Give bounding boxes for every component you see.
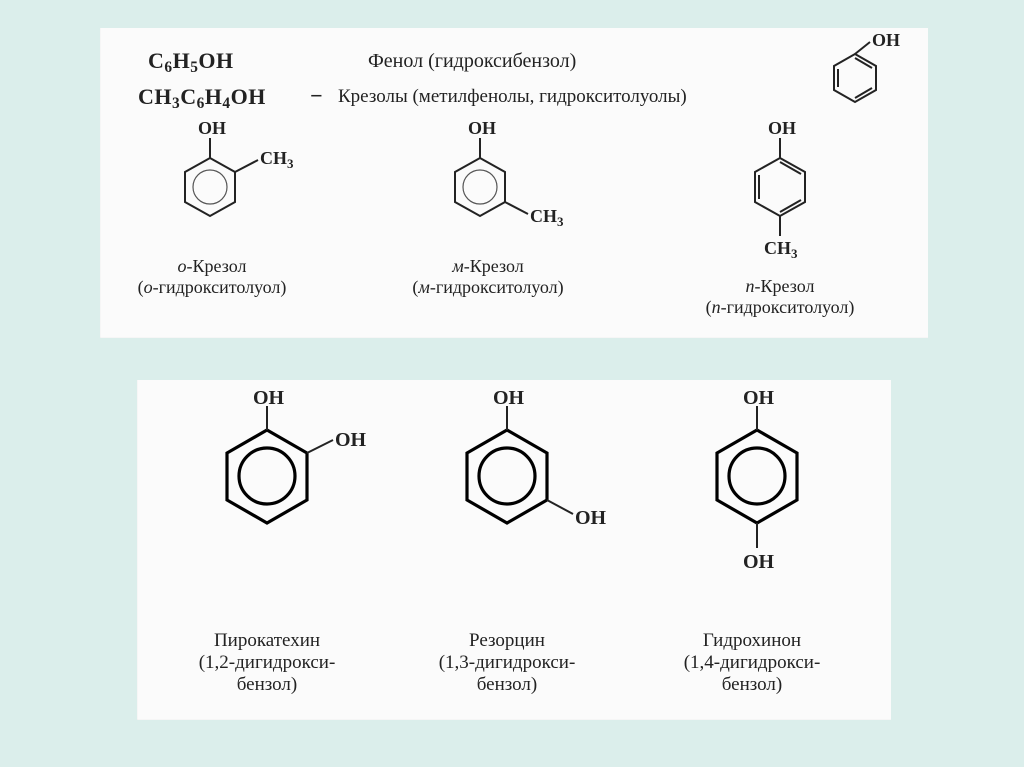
structure-resorcinol: OH OH [407, 390, 637, 600]
structure-m-cresol: OH CH3 [400, 120, 600, 260]
structure-p-cresol: OH CH3 [700, 120, 860, 280]
panel-dihydroxybenzenes: OH OH Пирокатехин (1,2-дигидрокси- бензо… [137, 380, 891, 720]
caption-resorcinol: Резорцин (1,3-дигидрокси- бензол) [397, 630, 617, 696]
formula-phenol: C6H5OH [148, 48, 234, 77]
svg-text:OH: OH [198, 120, 226, 138]
label-phenol: Фенол (гидроксибензол) [368, 50, 576, 73]
svg-text:OH: OH [872, 32, 900, 50]
caption-p-cresol: п-Крезол (п-гидрокситолуол) [670, 276, 890, 317]
svg-text:OH: OH [253, 390, 285, 409]
svg-text:OH: OH [575, 507, 607, 529]
svg-text:OH: OH [493, 390, 525, 409]
structure-phenol: OH [770, 32, 900, 122]
svg-text:OH: OH [743, 551, 775, 573]
caption-hydroquinone: Гидрохинон (1,4-дигидрокси- бензол) [637, 630, 867, 696]
svg-text:OH: OH [335, 429, 367, 451]
svg-text:OH: OH [743, 390, 775, 409]
caption-m-cresol: м-Крезол (м-гидрокситолуол) [378, 256, 598, 297]
formula-cresols: CH3C6H4OH [138, 84, 266, 113]
panel-phenols: C6H5OH Фенол (гидроксибензол) OH CH3C6H4… [100, 28, 928, 338]
svg-text:OH: OH [768, 120, 796, 138]
structure-o-cresol: OH CH3 [140, 120, 320, 260]
svg-text:CH3: CH3 [530, 206, 564, 229]
svg-text:OH: OH [468, 120, 496, 138]
structure-hydroquinone: OH OH [657, 390, 857, 610]
svg-text:CH3: CH3 [764, 238, 798, 261]
dash: − [310, 83, 323, 109]
label-cresols: Крезолы (метилфенолы, гидрокситолуолы) [338, 86, 687, 108]
caption-o-cresol: о-о-КрезолКрезол (о-гидрокситолуол) [112, 256, 312, 297]
caption-pyrocatechol: Пирокатехин (1,2-дигидрокси- бензол) [157, 630, 377, 696]
structure-pyrocatechol: OH OH [167, 390, 387, 600]
svg-text:CH3: CH3 [260, 148, 294, 171]
